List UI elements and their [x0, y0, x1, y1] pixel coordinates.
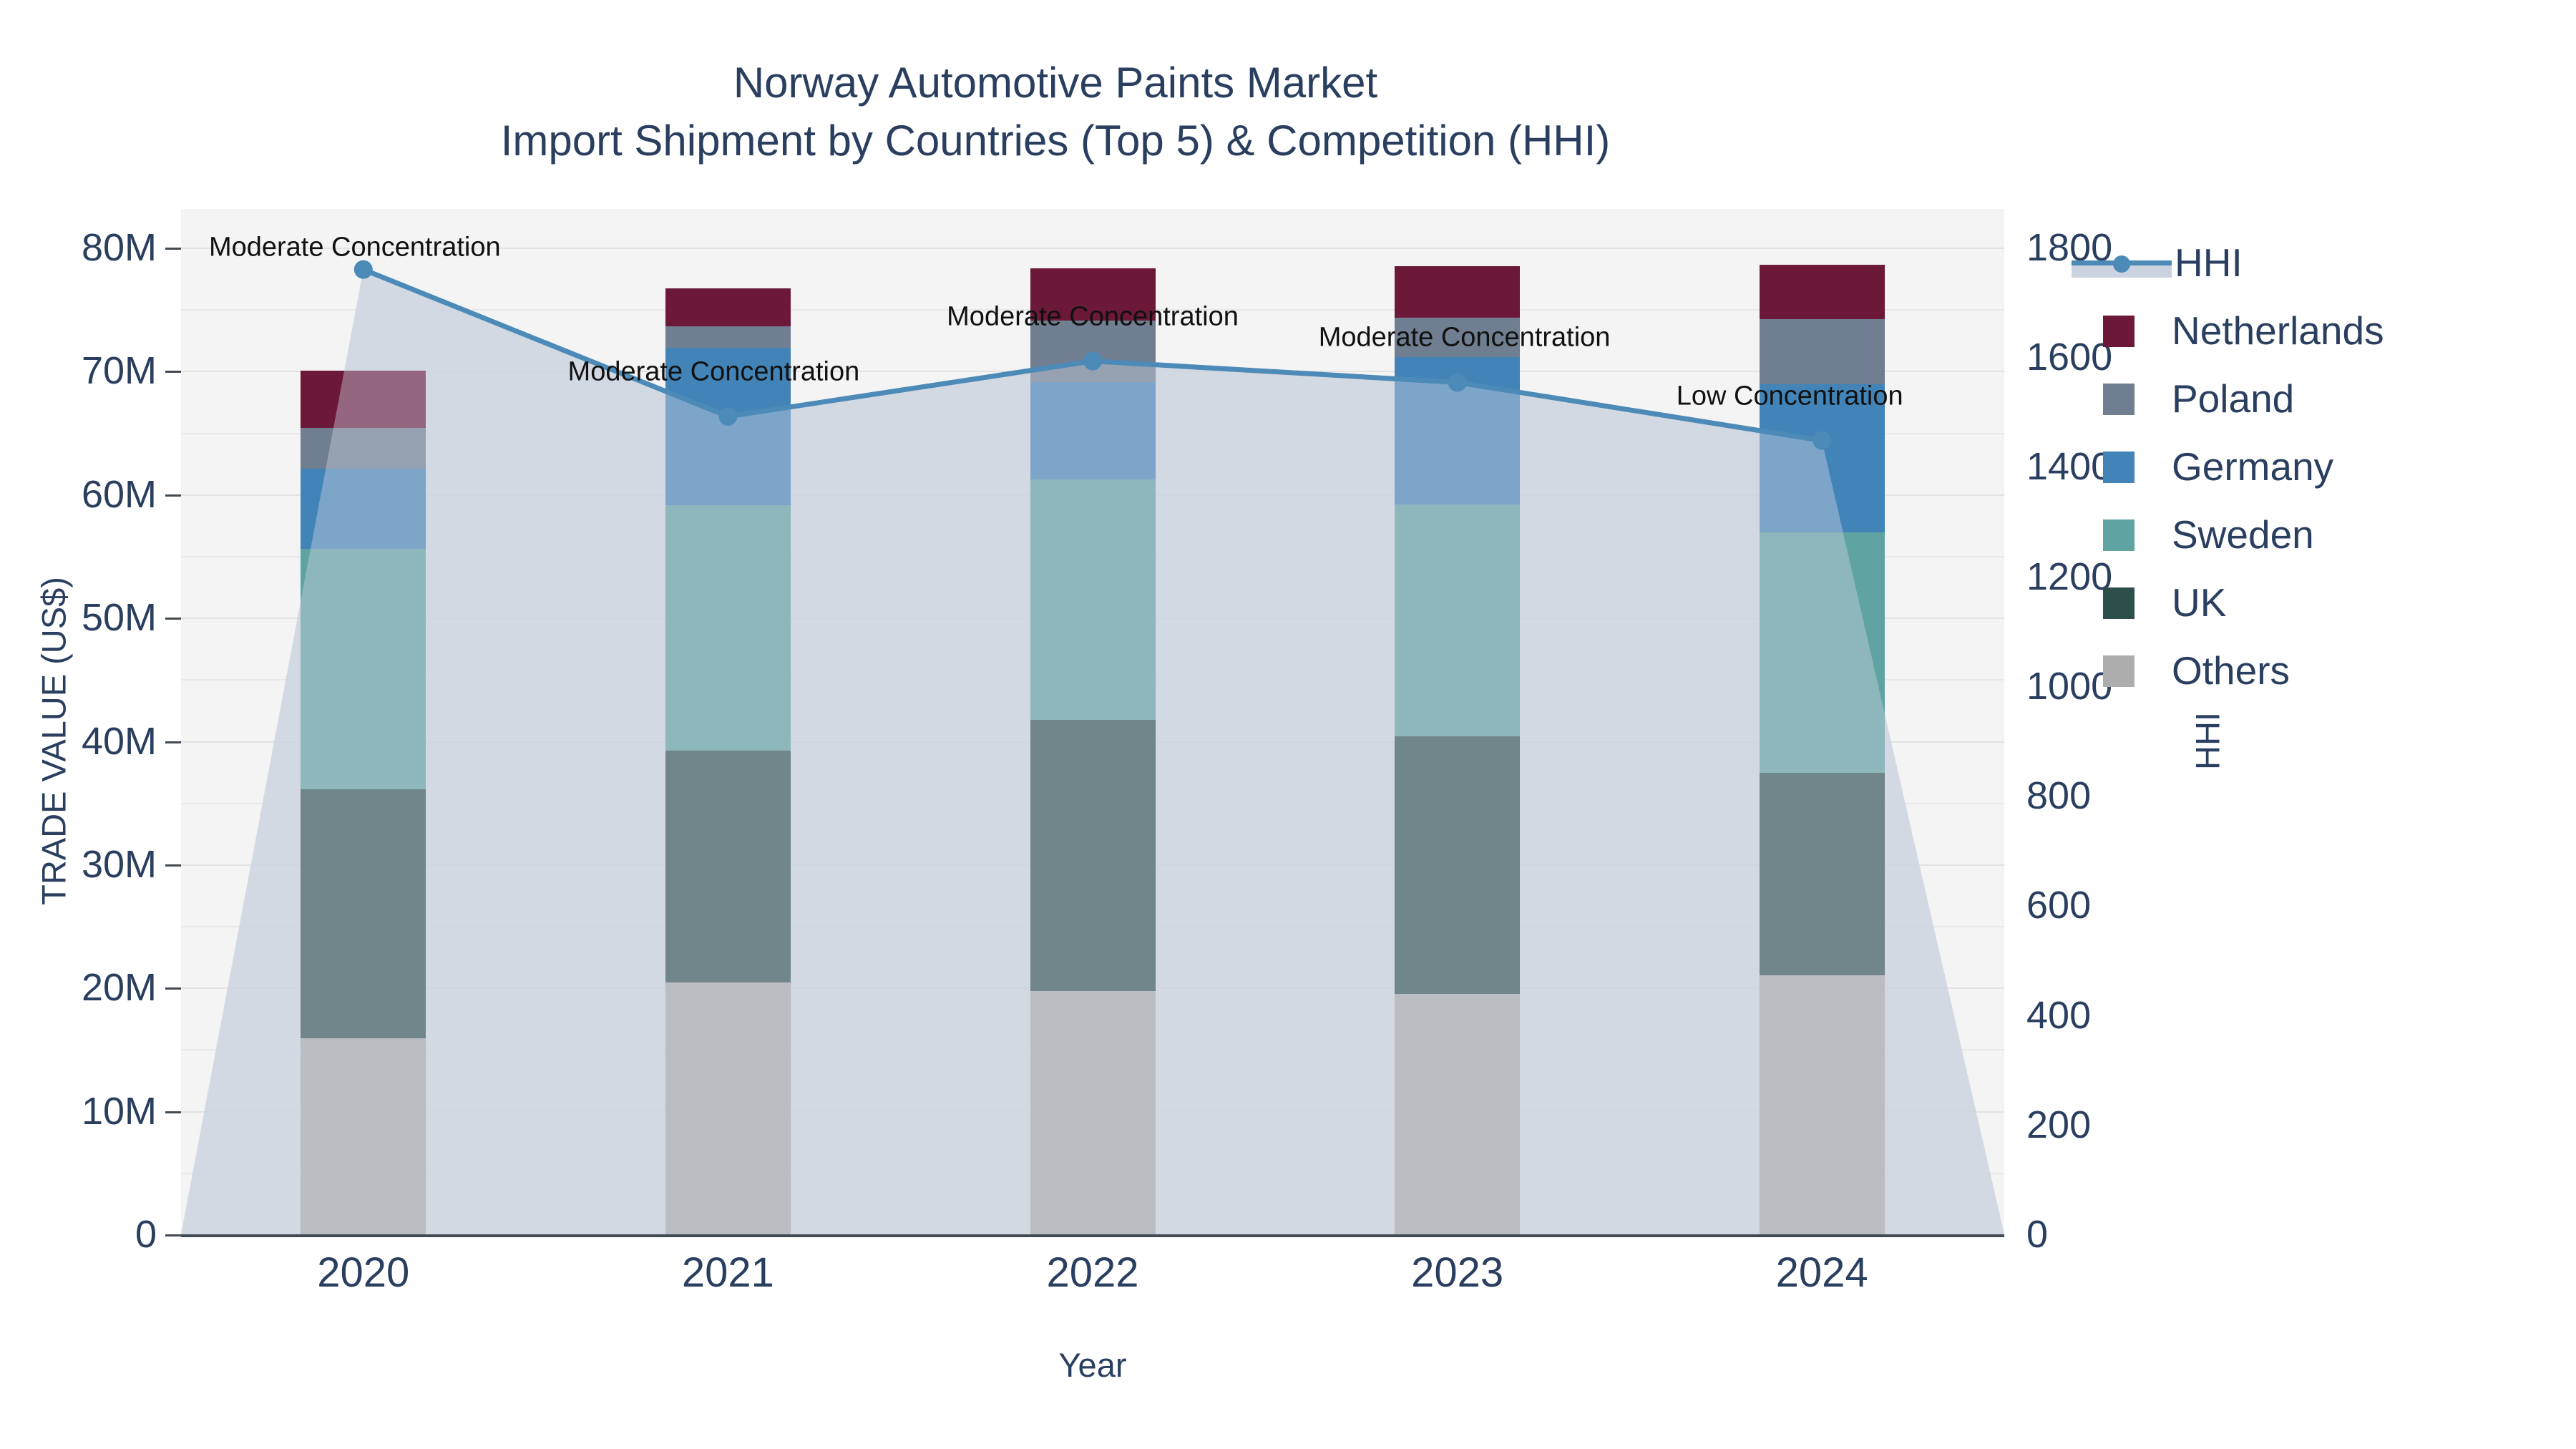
y-axis-left-title: TRADE VALUE (US$): [34, 577, 73, 905]
y-left-tick-30M: 30M: [81, 842, 157, 886]
x-tick-2024: 2024: [1775, 1249, 1868, 1296]
x-tick-2023: 2023: [1411, 1249, 1504, 1296]
y-left-tick-50M: 50M: [81, 596, 157, 640]
legend-swatch-germany: [2103, 451, 2135, 483]
y-left-tick-20M: 20M: [81, 966, 157, 1010]
bar-segment-poland-2024[interactable]: [1759, 318, 1885, 385]
y-left-tickmark: [165, 987, 181, 990]
bar-segment-uk-2022[interactable]: [1030, 720, 1156, 992]
legend-label-uk: UK: [2172, 580, 2227, 625]
bar-segment-germany-2020[interactable]: [301, 468, 426, 549]
bar-segment-germany-2022[interactable]: [1030, 381, 1156, 480]
y-right-tick-600: 600: [2026, 884, 2092, 927]
legend-swatch-netherlands: [2103, 315, 2135, 347]
x-tick-2021: 2021: [681, 1249, 774, 1296]
y-left-tickmark: [165, 1111, 181, 1113]
legend-item-germany[interactable]: Germany: [2072, 433, 2529, 501]
bar-segment-sweden-2022[interactable]: [1030, 479, 1156, 721]
bar-segment-sweden-2023[interactable]: [1395, 504, 1521, 736]
chart-title-line2: Import Shipment by Countries (Top 5) & C…: [500, 117, 1611, 165]
legend-swatch-poland: [2103, 383, 2135, 415]
y-right-tick-800: 800: [2026, 774, 2092, 818]
x-axis-line: [181, 1234, 2004, 1237]
legend-label-netherlands: Netherlands: [2172, 308, 2384, 353]
legend: HHI Netherlands Poland Germany Sweden UK Other…: [2072, 229, 2529, 705]
y-left-tickmark: [165, 248, 181, 250]
bar-segment-uk-2023[interactable]: [1395, 736, 1521, 994]
bar-segment-poland-2020[interactable]: [301, 427, 426, 469]
y-left-tick-60M: 60M: [81, 472, 157, 516]
y-left-tick-10M: 10M: [81, 1089, 157, 1133]
bar-segment-others-2022[interactable]: [1030, 991, 1156, 1234]
legend-label-hhi: HHI: [2175, 240, 2243, 285]
y-right-tick-1200: 1200: [2026, 555, 2113, 598]
y-left-tick-80M: 80M: [81, 226, 157, 269]
y-right-tick-1400: 1400: [2026, 445, 2113, 489]
annotation-2021: Moderate Concentration: [567, 356, 860, 387]
gridline: [181, 248, 2004, 249]
legend-item-hhi[interactable]: HHI: [2072, 229, 2529, 297]
bar-segment-germany-2023[interactable]: [1395, 357, 1521, 504]
x-tick-2022: 2022: [1046, 1249, 1139, 1296]
annotation-2024: Low Concentration: [1676, 381, 1903, 411]
legend-label-germany: Germany: [2172, 444, 2334, 489]
legend-item-uk[interactable]: UK: [2072, 569, 2529, 637]
bar-segment-sweden-2020[interactable]: [301, 548, 426, 789]
bar-segment-sweden-2021[interactable]: [665, 505, 791, 751]
y-left-tickmark: [165, 741, 181, 743]
chart-title: Norway Automotive Paints Market Import S…: [0, 54, 2111, 170]
legend-swatch-sweden: [2103, 519, 2135, 551]
annotation-2023: Moderate Concentration: [1318, 322, 1611, 353]
legend-item-netherlands[interactable]: Netherlands: [2072, 297, 2529, 365]
bar-segment-others-2021[interactable]: [665, 982, 791, 1234]
y-left-tick-70M: 70M: [81, 349, 157, 393]
legend-item-poland[interactable]: Poland: [2072, 365, 2529, 433]
x-axis-title: Year: [1058, 1346, 1127, 1384]
y-right-tick-400: 400: [2026, 993, 2092, 1037]
y-left-tickmark: [165, 371, 181, 374]
bar-segment-netherlands-2023[interactable]: [1395, 265, 1521, 318]
x-tick-2020: 2020: [317, 1249, 410, 1296]
annotation-2022: Moderate Concentration: [947, 301, 1239, 332]
y-right-tick-200: 200: [2026, 1103, 2092, 1146]
legend-item-sweden[interactable]: Sweden: [2072, 501, 2529, 569]
legend-swatch-others: [2103, 655, 2135, 687]
y-left-tick-0: 0: [135, 1213, 157, 1256]
legend-label-others: Others: [2172, 648, 2290, 693]
y-left-tickmark: [165, 1234, 181, 1236]
annotation-2020: Moderate Concentration: [208, 232, 501, 263]
y-right-tick-1000: 1000: [2026, 664, 2113, 708]
bar-segment-poland-2021[interactable]: [665, 326, 791, 348]
bar-segment-uk-2021[interactable]: [665, 751, 791, 983]
bar-segment-netherlands-2021[interactable]: [665, 288, 791, 327]
bar-segment-sweden-2024[interactable]: [1759, 532, 1885, 774]
bar-segment-others-2023[interactable]: [1395, 993, 1521, 1234]
y-left-tick-40M: 40M: [81, 719, 157, 763]
bar-segment-netherlands-2024[interactable]: [1759, 265, 1885, 319]
legend-label-sweden: Sweden: [2172, 512, 2314, 557]
legend-swatch-uk: [2103, 587, 2135, 619]
legend-label-poland: Poland: [2172, 376, 2295, 421]
y-left-tickmark: [165, 864, 181, 867]
chart-title-line1: Norway Automotive Paints Market: [733, 59, 1378, 107]
y-right-tick-0: 0: [2026, 1213, 2049, 1256]
bar-segment-others-2024[interactable]: [1759, 975, 1885, 1234]
bar-segment-netherlands-2020[interactable]: [301, 371, 426, 428]
bar-segment-uk-2024[interactable]: [1759, 773, 1885, 975]
bar-segment-others-2020[interactable]: [301, 1038, 426, 1234]
legend-line-marker: [2072, 248, 2172, 279]
bar-segment-uk-2020[interactable]: [301, 789, 426, 1038]
y-right-tick-1600: 1600: [2026, 336, 2113, 379]
y-left-tickmark: [165, 494, 181, 497]
legend-item-others[interactable]: Others: [2072, 637, 2529, 705]
y-left-tickmark: [165, 618, 181, 620]
